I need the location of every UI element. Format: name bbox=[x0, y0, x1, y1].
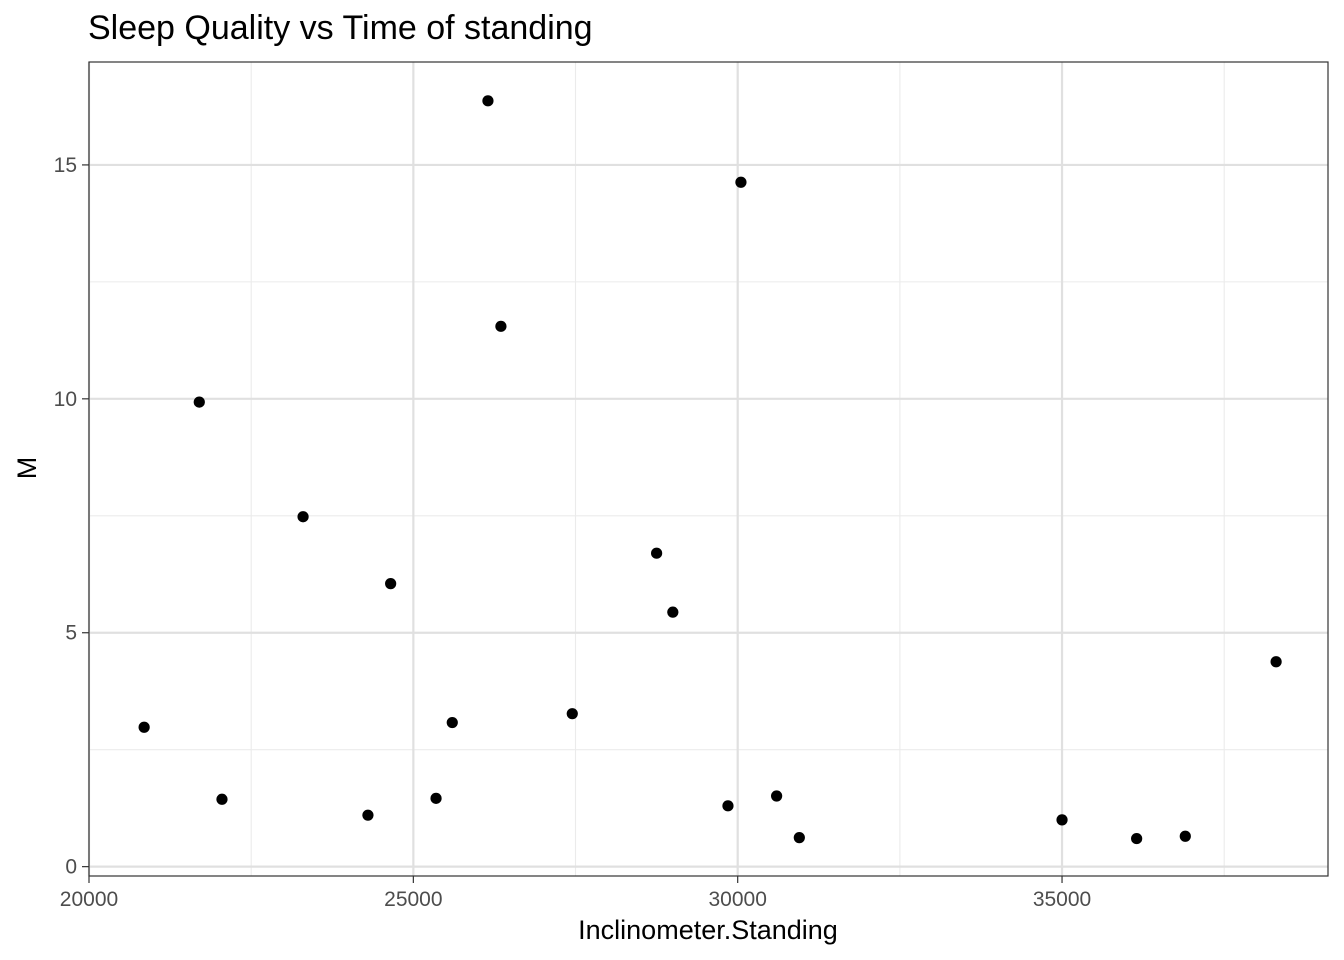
data-point bbox=[297, 511, 309, 523]
data-point bbox=[735, 176, 747, 188]
data-point bbox=[1179, 830, 1191, 842]
y-tick-label: 15 bbox=[54, 154, 77, 177]
major-gridlines bbox=[87, 62, 1328, 876]
y-tick-label: 10 bbox=[54, 388, 77, 411]
minor-gridlines bbox=[89, 62, 1328, 876]
data-point bbox=[430, 792, 442, 804]
data-point bbox=[138, 721, 150, 733]
data-point bbox=[667, 606, 679, 618]
data-point bbox=[1056, 814, 1068, 826]
data-point bbox=[1270, 656, 1282, 668]
data-points bbox=[138, 95, 1282, 845]
data-point bbox=[651, 547, 663, 559]
data-point bbox=[1131, 832, 1143, 845]
data-point bbox=[722, 800, 734, 812]
x-tick-label: 35000 bbox=[1033, 888, 1091, 911]
data-point bbox=[385, 578, 397, 590]
data-point bbox=[482, 95, 494, 107]
data-point bbox=[446, 716, 458, 729]
x-axis-ticks: 20000 25000 30000 35000 bbox=[60, 876, 1091, 911]
data-point bbox=[495, 320, 507, 332]
y-tick-label: 0 bbox=[65, 856, 77, 879]
x-axis-title: Inclinometer.Standing bbox=[578, 915, 838, 945]
plot-panel-border bbox=[88, 61, 1329, 877]
data-point bbox=[566, 708, 578, 720]
x-tick-label: 30000 bbox=[708, 888, 766, 911]
x-tick-label: 25000 bbox=[384, 888, 442, 911]
data-point bbox=[771, 790, 783, 802]
chart-title: Sleep Quality vs Time of standing bbox=[88, 9, 593, 47]
data-point bbox=[216, 793, 228, 805]
data-point bbox=[793, 832, 805, 844]
data-point bbox=[362, 809, 374, 821]
y-axis-title: M bbox=[12, 457, 42, 480]
x-tick-label: 20000 bbox=[60, 888, 118, 911]
data-point bbox=[193, 396, 205, 408]
y-axis-ticks: 0 5 10 15 bbox=[54, 154, 89, 879]
y-tick-label: 5 bbox=[65, 622, 77, 645]
